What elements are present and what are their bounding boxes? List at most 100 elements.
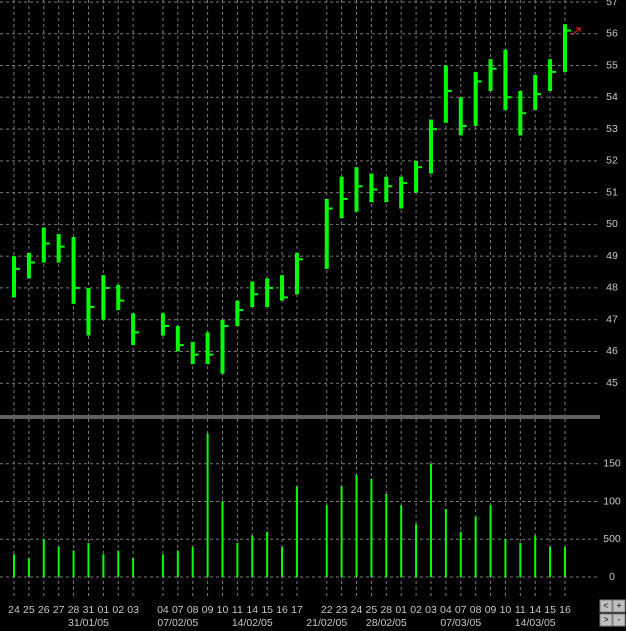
price-range: [533, 75, 538, 111]
price-range: [428, 119, 433, 174]
price-range: [71, 237, 76, 304]
x-tick-label: 23: [336, 604, 348, 616]
x-tick-label: 10: [217, 604, 229, 616]
date-label: 28/02/05: [366, 617, 407, 629]
volume-bar: [415, 524, 418, 577]
price-range: [56, 233, 61, 263]
y-tick-label: 49: [606, 250, 618, 262]
button[interactable]: [599, 599, 613, 613]
price-range: [86, 287, 91, 336]
price-range: [294, 252, 299, 295]
x-tick-label: 16: [276, 604, 288, 616]
button-label: +: [616, 600, 621, 610]
volume-bar: [564, 546, 566, 577]
x-tick-label: 08: [470, 604, 482, 616]
volume-bar: [236, 543, 239, 577]
volume-bar: [191, 546, 194, 577]
x-tick-label: 24: [8, 604, 20, 616]
x-tick-label: 22: [321, 604, 333, 616]
price-range: [473, 71, 478, 126]
y-tick-label: 45: [606, 377, 618, 389]
button[interactable]: [599, 613, 613, 627]
y-tick-label: 46: [606, 345, 618, 357]
volume-bar: [57, 546, 60, 577]
price-range: [503, 49, 508, 111]
price-range: [175, 326, 180, 352]
x-tick-label: 11: [515, 604, 526, 616]
button[interactable]: [612, 599, 626, 613]
volume-bar: [400, 505, 403, 577]
x-tick-label: 31: [83, 604, 95, 616]
price-range: [414, 160, 419, 193]
x-tick-label: 14: [529, 604, 541, 616]
button-label: >: [603, 614, 608, 624]
button-label: <: [603, 600, 608, 610]
volume-bar: [42, 539, 45, 577]
date-label: 07/03/05: [440, 617, 481, 629]
panel-separator: [0, 415, 600, 419]
price-range: [131, 313, 136, 346]
y-tick-label: 53: [606, 123, 618, 135]
y-tick-label: 50: [606, 218, 618, 230]
y-tick-label: 57: [606, 0, 618, 8]
volume-bar: [221, 501, 224, 577]
volume-bar: [206, 433, 209, 577]
volume-bar: [72, 550, 75, 577]
price-range: [235, 300, 240, 327]
volume-bar: [102, 554, 105, 577]
price-range: [458, 97, 463, 136]
x-tick-label: 17: [291, 604, 303, 616]
y-tick-label: 56: [606, 28, 618, 40]
price-range: [488, 59, 493, 91]
volume-bar: [281, 546, 284, 577]
y-tick-label: 100: [603, 495, 621, 507]
volume-bar: [251, 535, 254, 577]
y-tick-label: 500: [603, 533, 621, 545]
price-range: [220, 319, 225, 374]
price-range: [548, 59, 553, 91]
volume-bar: [549, 546, 552, 577]
volume-bar: [295, 486, 298, 577]
volume-bar: [534, 535, 537, 577]
x-tick-label: 08: [187, 604, 199, 616]
x-tick-label: 11: [232, 604, 243, 616]
date-label: 07/02/05: [157, 617, 198, 629]
last-price-marker: [571, 27, 581, 36]
volume-bar: [117, 550, 120, 577]
price-range: [443, 65, 448, 123]
price-range: [280, 275, 285, 301]
button[interactable]: [612, 613, 626, 627]
x-tick-label: 10: [500, 604, 512, 616]
price-range: [354, 167, 359, 212]
price-range: [384, 176, 389, 203]
button-label: -: [618, 614, 621, 624]
x-tick-label: 07: [172, 604, 184, 616]
y-tick-label: 54: [606, 91, 618, 103]
price-range: [399, 176, 404, 209]
y-tick-label: 48: [606, 282, 618, 294]
date-label: 14/02/05: [232, 617, 273, 629]
x-tick-label: 16: [559, 604, 571, 616]
price-range: [324, 198, 329, 269]
price-range: [205, 332, 210, 365]
x-tick-label: 04: [157, 604, 169, 616]
y-tick-label: 150: [603, 458, 621, 470]
volume-bar: [385, 493, 388, 577]
price-range: [160, 313, 165, 336]
price-range: [190, 341, 195, 365]
y-tick-label: 55: [606, 59, 618, 71]
y-tick-label: 47: [606, 313, 618, 325]
volume-bar: [161, 554, 164, 577]
volume-bar: [504, 539, 507, 577]
volume-bar: [27, 558, 30, 577]
volume-bar: [429, 463, 432, 577]
volume-bar: [459, 531, 462, 577]
x-tick-label: 04: [440, 604, 452, 616]
price-range: [26, 252, 31, 279]
scroll-buttons: < + > -: [599, 599, 626, 627]
x-tick-label: 25: [366, 604, 378, 616]
price-range: [116, 284, 121, 311]
x-tick-label: 15: [261, 604, 273, 616]
